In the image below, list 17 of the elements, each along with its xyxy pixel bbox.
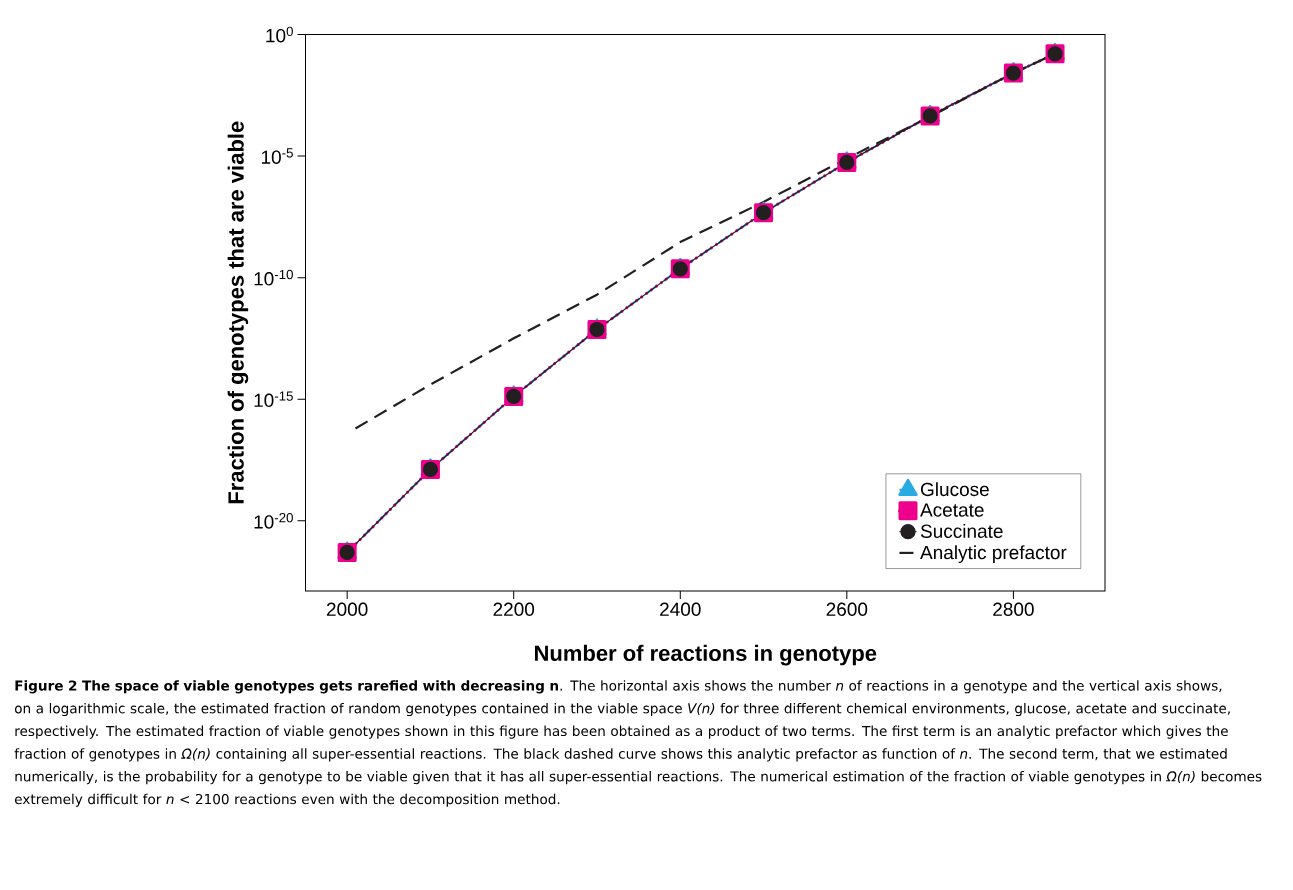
text: Figure 2 The space of viable genotypes gets rarefied with decreasing n. The horizontal axis shows the number n of reactions in a genotype and the vertical axis shows, on a logarithmic scale, the estimated fraction of random genotypes contained in the viable space V(n) for three different chemical environments, glucose, acetate and succinate, respectively. The estimated fraction of viable genotypes shown in this figure has been obtained as a product of two terms. The first term is an analytic prefactor which gives the fraction of genotypes in Ω(n) containing all super-essential reactions. The black dashed curve shows this analytic prefactor as function of n. The second term, that we estimated numerically, is the probability for a genotype to be viable given that it has all super-essential reactions. The numerical estimation of the fraction of viable genotypes in Ω(n) becomes extremely difficult for n < 2100 reactions even with the decomposition method.: [14, 680, 1262, 807]
x-tick-label: 2600: [826, 602, 868, 616]
y-tick-label: 10$^{-5}$: [261, 148, 293, 164]
legend-label: Glucose: [920, 482, 989, 497]
x-tick-label: 2400: [660, 602, 701, 616]
y-tick-label: 10$^{0}$: [266, 26, 293, 43]
legend-label: Succinate: [920, 524, 1003, 538]
y-axis-title: Fraction of genotypes that are viable: [227, 121, 249, 504]
x-tick-label: 2800: [993, 602, 1034, 616]
y-tick-label: 10$^{-10}$: [254, 269, 293, 286]
y-tick-label: 10$^{-20}$: [254, 512, 293, 529]
x-axis-title: Number of reactions in genotype: [534, 644, 877, 666]
legend-label: Acetate: [920, 503, 984, 517]
x-tick-label: 2000: [326, 602, 368, 616]
x-tick-label: 2200: [493, 602, 535, 616]
y-tick-label: 10$^{-15}$: [254, 391, 293, 408]
legend-label: Analytic prefactor: [920, 545, 1067, 563]
